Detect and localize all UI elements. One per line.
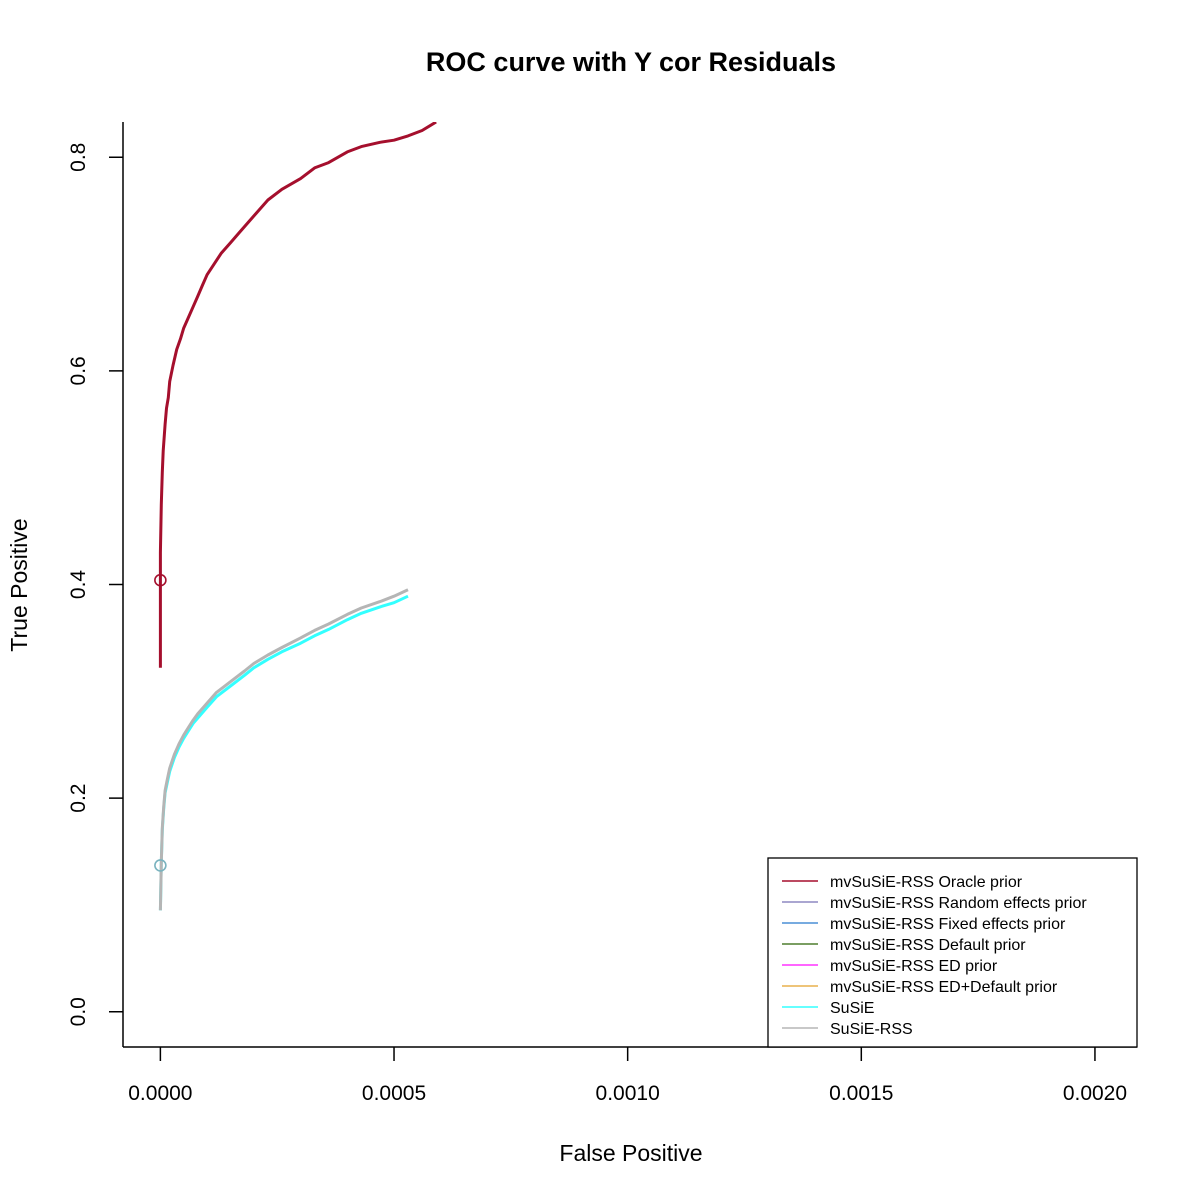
- legend-label: SuSiE-RSS: [830, 1021, 913, 1038]
- series-line-susie-rss: [158, 588, 409, 911]
- y-tick-label: 0.0: [67, 997, 90, 1026]
- x-tick-label: 0.0020: [1063, 1082, 1127, 1105]
- point-marker: [154, 573, 167, 587]
- series-layer: [158, 122, 437, 911]
- y-tick-label: 0.4: [67, 570, 90, 600]
- series-line-susie: [158, 594, 409, 911]
- legend-box: [767, 857, 1138, 1048]
- legend-label: SuSiE: [830, 1000, 874, 1017]
- y-axis-label: True Positive: [6, 518, 32, 651]
- x-tick-label: 0.0015: [829, 1082, 893, 1105]
- legend-label: mvSuSiE-RSS Default prior: [830, 937, 1026, 954]
- y-tick-label: 0.8: [67, 143, 90, 172]
- y-tick-label: 0.6: [67, 356, 90, 385]
- legend-label: mvSuSiE-RSS Fixed effects prior: [830, 916, 1066, 933]
- chart-title: ROC curve with Y cor Residuals: [426, 47, 836, 77]
- x-tick-label: 0.0000: [128, 1082, 192, 1105]
- legend: mvSuSiE-RSS Oracle prior mvSuSiE-RSS Rand…: [767, 857, 1138, 1048]
- legend-label: mvSuSiE-RSS ED+Default prior: [830, 979, 1058, 996]
- legend-label: mvSuSiE-RSS Random effects prior: [830, 895, 1087, 912]
- y-axis: 0.0 0.2 0.4 0.6 0.8: [67, 143, 123, 1026]
- x-tick-label: 0.0010: [596, 1082, 660, 1105]
- x-axis: 0.0000 0.0005 0.0010 0.0015 0.0020: [128, 1047, 1127, 1105]
- y-tick-label: 0.2: [67, 784, 90, 813]
- series-line-mvsusie-rss-oracle-prior: [158, 122, 437, 668]
- x-axis-label: False Positive: [559, 1140, 702, 1166]
- series-group: [158, 122, 437, 911]
- x-tick-label: 0.0005: [362, 1082, 426, 1105]
- legend-label: mvSuSiE-RSS ED prior: [830, 958, 998, 975]
- marker-layer: [154, 573, 167, 872]
- legend-label: mvSuSiE-RSS Oracle prior: [830, 874, 1023, 891]
- point-marker: [154, 859, 167, 872]
